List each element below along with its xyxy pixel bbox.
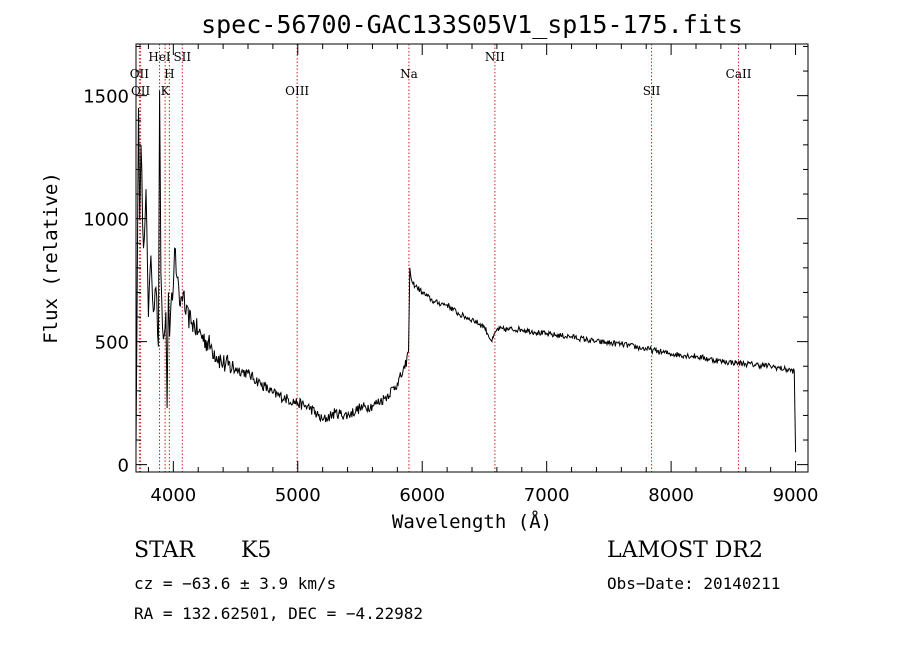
plot-frame xyxy=(135,43,809,473)
y-tick-label: 0 xyxy=(118,456,129,477)
x-axis-label: Wavelength (Å) xyxy=(392,510,552,533)
x-tick-label: 4000 xyxy=(150,485,196,506)
line-label-sii: SII xyxy=(643,84,661,98)
x-tick-label: 5000 xyxy=(275,485,321,506)
redshift-cz: cz = −63.6 ± 3.9 km/s xyxy=(134,574,337,593)
chart-title: spec-56700-GAC133S05V1_sp15-175.fits xyxy=(201,10,743,39)
line-label-hei: HeI xyxy=(148,50,171,64)
flux-series xyxy=(135,90,797,453)
y-tick-label: 1000 xyxy=(83,210,129,231)
series-line-0 xyxy=(135,90,797,453)
line-label-h: H xyxy=(164,67,174,81)
survey-name: LAMOST DR2 xyxy=(607,538,763,563)
y-tick-label: 1500 xyxy=(83,87,129,108)
line-label-na: Na xyxy=(400,67,418,81)
observation-date: Obs−Date: 20140211 xyxy=(607,574,781,593)
x-tick-label: 6000 xyxy=(399,485,445,506)
object-subclass: K5 xyxy=(241,538,272,563)
y-tick-label: 500 xyxy=(95,333,129,354)
x-tick-label: 7000 xyxy=(524,485,570,506)
line-label-oiii: OIII xyxy=(285,84,309,98)
x-tick-label: 8000 xyxy=(648,485,694,506)
line-label-caii: CaII xyxy=(726,67,752,81)
line-label-nii: NII xyxy=(485,50,505,64)
y-axis-label: Flux (relative) xyxy=(40,172,62,344)
line-label-sii: SII xyxy=(173,50,191,64)
plot-axes: 4000 5000 6000 7000 8000 9000 0 500 1000 1500 xyxy=(83,43,819,506)
object-class: STAR xyxy=(134,538,195,563)
line-label-k: K xyxy=(161,84,171,98)
line-label-oii: OII xyxy=(130,67,150,81)
ra-dec: RA = 132.62501, DEC = −4.22982 xyxy=(134,604,423,623)
x-tick-label: 9000 xyxy=(773,485,819,506)
